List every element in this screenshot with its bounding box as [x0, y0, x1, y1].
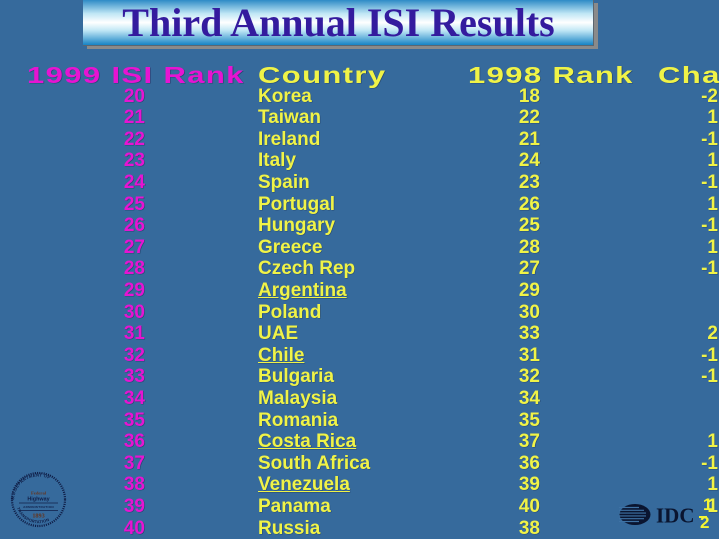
svg-text:Highway: Highway	[27, 497, 49, 503]
svg-text:ADMINISTRATION: ADMINISTRATION	[23, 505, 54, 509]
svg-text:Federal: Federal	[31, 491, 47, 496]
svg-text:1893: 1893	[32, 513, 44, 520]
svg-text:IDC: IDC	[656, 504, 695, 528]
